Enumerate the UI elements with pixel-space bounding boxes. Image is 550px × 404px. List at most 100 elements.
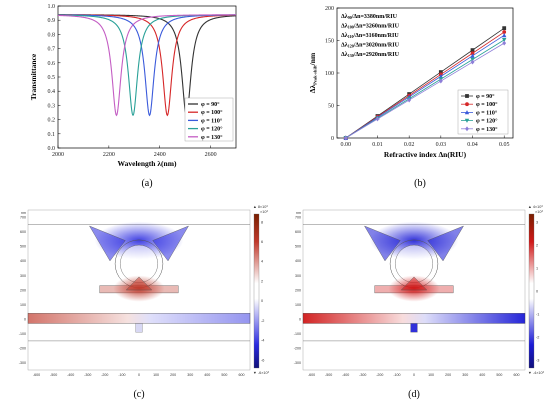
- colorbar-tick: -3: [536, 358, 539, 362]
- field-map-c: -600 -500 -400 -300 -200 -100 0 100 200 300 400 500…: [19, 205, 270, 377]
- y-tick-label: 200: [325, 6, 334, 12]
- panel-a: 2000 2200 2400 2600 0.0 0.1 0.2 0.3 0.4 0.5 0.6 0.7…: [0, 0, 275, 190]
- colorbar: [253, 213, 260, 369]
- field-x-tick: -600: [308, 373, 315, 377]
- legend-label: φ = 130°: [201, 134, 223, 141]
- y-tick-label: 0.3: [48, 103, 56, 109]
- field-unit-label: nm: [296, 211, 301, 215]
- legend-label: φ = 110°: [201, 117, 223, 124]
- legend-box: [184, 97, 234, 142]
- field-y-tick: 500: [295, 245, 301, 249]
- field-x-tick: 0: [413, 373, 415, 377]
- legend-label: φ = 100°: [476, 101, 498, 108]
- data-point: [470, 59, 475, 65]
- field-y-tick: 400: [20, 259, 26, 263]
- data-point: [407, 97, 412, 103]
- field-x-tick: -300: [359, 373, 366, 377]
- legend-label: φ = 90°: [201, 101, 220, 108]
- y-axis-label: Transmittance: [29, 53, 38, 100]
- data-point: [502, 40, 507, 46]
- field-y-tick: -200: [19, 346, 26, 350]
- colorbar-exponent: ×10³: [260, 210, 268, 214]
- x-tick-label: 2000: [52, 152, 64, 158]
- data-point: [470, 53, 475, 58]
- right-ear: [427, 225, 464, 262]
- center-triangle: [400, 276, 428, 291]
- legend-marker: [464, 110, 470, 115]
- legend-marker: [465, 94, 469, 98]
- field-x-tick: 400: [204, 373, 210, 377]
- stub-field: [410, 323, 418, 333]
- field-y-tick: 0: [24, 317, 26, 321]
- y-tick-label: 0.6: [48, 61, 56, 67]
- field-x-tick: 300: [462, 373, 468, 377]
- data-point: [375, 116, 380, 122]
- field-x-tick: 200: [445, 373, 451, 377]
- x-axis-label: Refractive index Δn(RIU): [384, 150, 467, 159]
- legend-label: φ = 100°: [201, 109, 223, 116]
- y-tick-label: 100: [325, 71, 334, 77]
- x-tick-label: 0.01: [372, 142, 383, 148]
- colorbar-tick: 1: [536, 266, 538, 270]
- colorbar-max-label: ▲ 8×10³: [253, 205, 268, 209]
- field-x-tick: -200: [376, 373, 383, 377]
- colorbar-tick: 2: [261, 279, 263, 283]
- field-x-tick: -400: [67, 373, 74, 377]
- colorbar-tick: -4: [261, 339, 264, 343]
- sensitivity-annotation: Δλ100/Δn=3260nm/RIU: [341, 24, 400, 30]
- field-x-tick: -500: [325, 373, 332, 377]
- left-ear: [364, 225, 401, 262]
- y-tick-label: 0.1: [48, 132, 56, 138]
- field-x-tick: -100: [393, 373, 400, 377]
- colorbar-min-label: ▼ -4×10³: [528, 371, 545, 375]
- x-tick-label: 2200: [103, 152, 115, 158]
- waveguide-field: [28, 313, 250, 324]
- field-y-tick: 600: [20, 230, 26, 234]
- colorbar-tick: 4: [261, 260, 263, 264]
- legend-marker: [464, 118, 470, 123]
- colorbar-tick: 2: [536, 243, 538, 247]
- sensitivity-annotation: Δλ130/Δn=2920nm/RIU: [341, 52, 400, 58]
- field-unit-label: nm: [21, 211, 26, 215]
- field-y-tick: 0: [299, 317, 301, 321]
- field-map-d: -600 -500 -400 -300 -200 -100 0 100 200 300 400 500…: [294, 205, 545, 377]
- data-point: [470, 48, 475, 53]
- legend-label: φ = 90°: [476, 93, 495, 100]
- data-point: [438, 70, 443, 74]
- x-tick-label: 0.03: [436, 142, 447, 148]
- x-axis-label: Wavelength λ(nm): [118, 159, 177, 168]
- data-point: [502, 33, 507, 38]
- y-tick-label: 0.9: [48, 18, 56, 24]
- series-line-4: [345, 42, 505, 139]
- data-point: [470, 51, 475, 56]
- data-point: [438, 78, 443, 84]
- right-ear: [152, 225, 189, 262]
- y-tick-label: 0.2: [48, 118, 56, 124]
- colorbar-tick: -2: [536, 335, 539, 339]
- field-x-tick: 500: [221, 373, 227, 377]
- series-line-4: [57, 14, 236, 117]
- field-y-tick: -100: [19, 332, 26, 336]
- colorbar-tick: 3: [536, 220, 538, 224]
- field-y-tick: -300: [19, 361, 26, 365]
- data-point: [502, 30, 507, 34]
- y-tick-label: 0.4: [48, 89, 56, 95]
- series-line-2: [345, 34, 505, 139]
- field-y-tick: 200: [20, 288, 26, 292]
- field-y-tick: 400: [295, 259, 301, 263]
- colorbar-tick: 8: [261, 220, 263, 224]
- chart-b: 0.00 0.01 0.02 0.03 0.04 0.05 0 50 100 150 200 Refr…: [308, 6, 514, 159]
- left-ear: [89, 225, 126, 262]
- field-x-tick: -600: [33, 373, 40, 377]
- field-y-tick: 200: [295, 288, 301, 292]
- panel-b: 0.00 0.01 0.02 0.03 0.04 0.05 0 50 100 150 200 Refr…: [275, 0, 550, 190]
- x-tick-label: 0.02: [404, 142, 415, 148]
- data-point: [343, 135, 348, 141]
- field-y-tick: 100: [295, 303, 301, 307]
- legend-label: φ = 120°: [201, 126, 223, 133]
- field-x-tick: -100: [118, 373, 125, 377]
- y-tick-label: 0.0: [48, 146, 56, 152]
- y-tick-label: 0: [331, 136, 334, 142]
- legend-label: φ = 110°: [476, 109, 498, 116]
- sensitivity-annotation: Δλ90/Δn=3380nm/RIU: [341, 14, 398, 20]
